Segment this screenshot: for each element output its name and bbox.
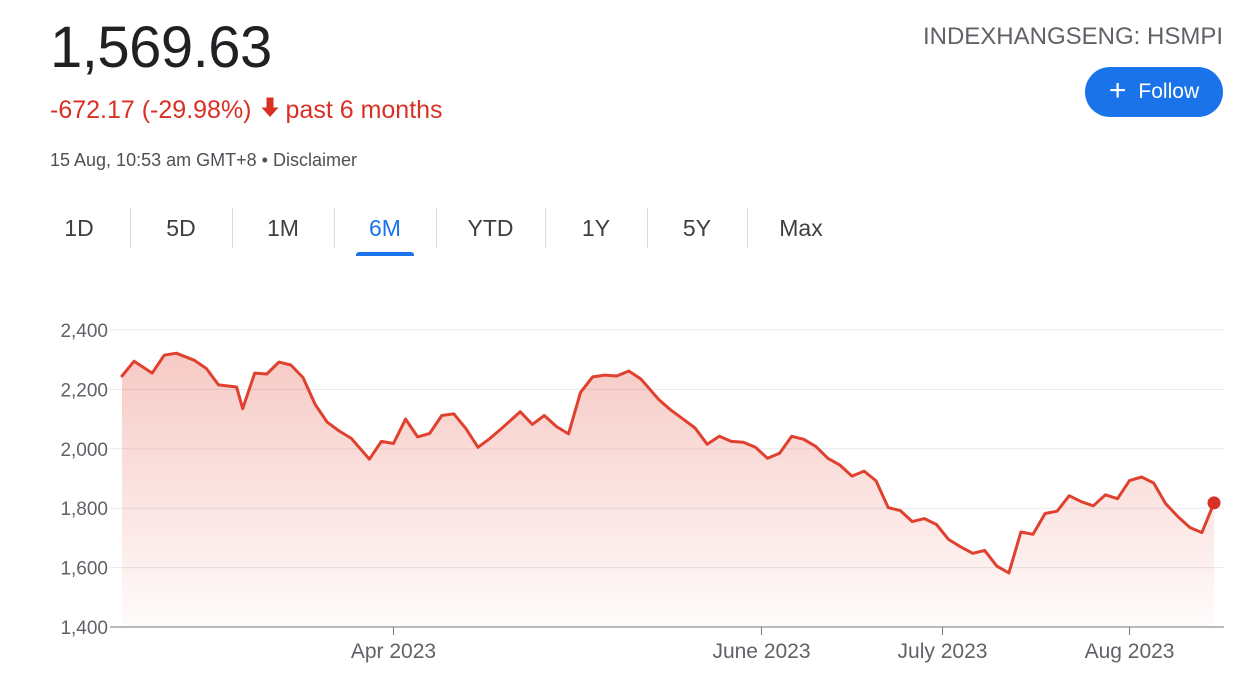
y-tick-label: 1,600: [60, 559, 108, 580]
price-change: -672.17 (-29.98%) past 6 months: [50, 94, 443, 126]
disclaimer-link[interactable]: Disclaimer: [272, 150, 357, 170]
y-tick-label: 1,400: [60, 618, 108, 639]
price-area: [122, 353, 1214, 627]
x-tick-label: Aug 2023: [1085, 640, 1175, 663]
y-axis: 1,400 1,600 1,800 2,000 2,200 2,400: [60, 321, 108, 639]
change-value: -672.17 (-29.98%): [50, 96, 252, 124]
last-point-marker: [1207, 496, 1221, 510]
timestamp-line: 15 Aug, 10:53 am GMT+8 • Disclaimer: [50, 148, 357, 172]
exchange-name: INDEXHANGSENG: [922, 23, 1134, 50]
y-tick-label: 1,800: [60, 499, 108, 520]
tab-1y[interactable]: 1Y: [545, 206, 647, 250]
y-tick-label: 2,400: [60, 321, 108, 342]
tab-ytd[interactable]: YTD: [436, 206, 545, 250]
y-tick-label: 2,200: [60, 380, 108, 401]
y-tick-label: 2,000: [60, 440, 108, 461]
tab-5d[interactable]: 5D: [130, 206, 232, 250]
separator-dot: •: [261, 150, 268, 170]
arrow-down-icon: [260, 94, 280, 126]
tab-6m[interactable]: 6M: [334, 206, 436, 250]
plus-icon: +: [1108, 73, 1127, 107]
ticker-symbol: HSMPI: [1146, 23, 1223, 50]
timestamp: 15 Aug, 10:53 am GMT+8: [50, 150, 257, 170]
tab-1m[interactable]: 1M: [232, 206, 334, 250]
follow-button[interactable]: + Follow: [1085, 67, 1223, 117]
price-line: [120, 351, 1216, 575]
series-price: [120, 351, 1221, 627]
x-axis: Apr 2023 June 2023 July 2023 Aug 2023: [351, 627, 1175, 663]
ticker-label: INDEXHANGSENG: HSMPI: [922, 23, 1223, 50]
current-price: 1,569.63: [50, 15, 272, 80]
tab-1d[interactable]: 1D: [64, 214, 94, 241]
follow-label: Follow: [1138, 80, 1200, 103]
change-period: past 6 months: [285, 96, 443, 124]
x-tick-label: July 2023: [898, 640, 988, 663]
tab-max[interactable]: Max: [747, 206, 855, 250]
tab-5y[interactable]: 5Y: [647, 206, 747, 250]
x-tick-label: June 2023: [712, 640, 810, 663]
x-tick-label: Apr 2023: [351, 640, 436, 663]
range-tabs: 1D 5D 1M 6M YTD 1Y 5Y Max: [28, 206, 855, 256]
